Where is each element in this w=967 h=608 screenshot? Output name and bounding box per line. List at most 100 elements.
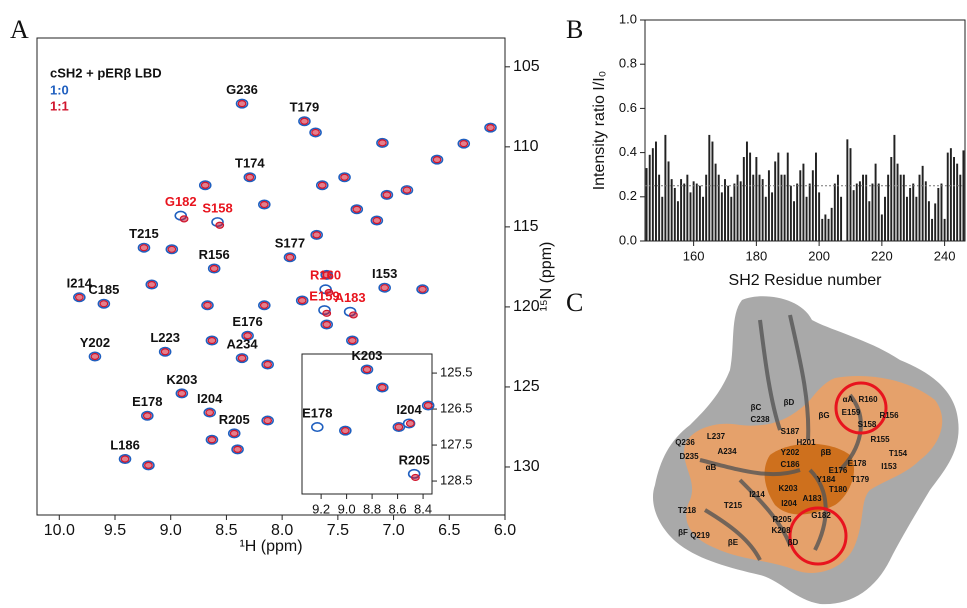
bar	[673, 187, 676, 241]
peak	[175, 388, 189, 399]
bar	[761, 179, 764, 241]
structure-label: T218	[678, 506, 697, 515]
structure-label: H201	[796, 438, 816, 447]
bar	[937, 187, 940, 241]
peak	[263, 416, 273, 425]
bar	[680, 179, 683, 241]
structure-label: G182	[811, 511, 831, 520]
bar	[705, 174, 708, 241]
structure-label: E176	[829, 466, 848, 475]
bar	[683, 183, 686, 241]
peak	[243, 172, 257, 183]
bar	[805, 196, 808, 241]
peak	[484, 122, 497, 133]
peak	[347, 336, 357, 345]
peak-label: I153	[372, 266, 397, 281]
structure-label: T154	[889, 449, 908, 458]
bar	[711, 141, 714, 241]
peak-label: I204	[396, 402, 422, 417]
peak	[207, 336, 217, 345]
bar	[890, 157, 893, 241]
peak	[147, 280, 157, 289]
x-axis-label: SH2 Residue number	[729, 272, 883, 289]
bar	[717, 174, 720, 241]
bar	[724, 179, 726, 241]
bar	[830, 207, 833, 241]
structure-label: T180	[829, 485, 848, 494]
peak	[215, 221, 225, 229]
bar	[868, 201, 871, 241]
bar	[692, 181, 695, 241]
peak	[378, 139, 387, 147]
peak-label: R205	[399, 452, 430, 467]
bar	[896, 163, 899, 241]
peak-label: G182	[165, 194, 197, 209]
peak-label: Y202	[80, 335, 110, 350]
bar	[767, 170, 770, 241]
bar	[714, 163, 717, 241]
structure-label: βF	[678, 528, 688, 537]
bar	[855, 183, 858, 241]
x-tick-label: 8.0	[271, 522, 293, 539]
x-tick-label: 6.5	[438, 522, 460, 539]
bar	[836, 174, 839, 241]
structure-label: S187	[781, 427, 800, 436]
bar	[758, 174, 761, 241]
bar	[695, 183, 698, 241]
peak	[322, 309, 332, 317]
structure-label: A183	[802, 494, 822, 503]
structure-label: K203	[778, 484, 798, 493]
peak	[317, 181, 327, 189]
panel-label: B	[566, 15, 583, 44]
peak	[167, 245, 177, 253]
bar	[648, 154, 651, 241]
peak	[158, 346, 172, 357]
structure-label: βD	[784, 398, 795, 407]
bar	[702, 196, 705, 241]
structure-label: C186	[780, 460, 800, 469]
bar	[899, 174, 902, 241]
y-tick-label: 126.5	[440, 401, 473, 416]
peak-label: E178	[132, 394, 162, 409]
bar	[742, 157, 745, 241]
y-tick-label: 125.5	[440, 365, 473, 380]
peak	[352, 205, 362, 213]
bar	[862, 174, 865, 241]
peak	[261, 359, 274, 370]
y-tick-label: 0.0	[619, 232, 637, 247]
structure-label: Q236	[675, 438, 695, 447]
bar	[959, 174, 962, 241]
peak	[259, 301, 269, 309]
structure-label: βC	[751, 403, 762, 412]
bar	[909, 187, 912, 241]
peak	[320, 319, 334, 330]
peak-label: I204	[197, 391, 223, 406]
peak	[201, 300, 214, 311]
bar	[884, 196, 886, 241]
peak-label: S158	[202, 201, 232, 216]
x-tick-label: 220	[871, 248, 893, 263]
peak	[311, 128, 320, 137]
peak-label: R205	[219, 412, 250, 427]
peak	[99, 300, 109, 308]
peak	[90, 352, 100, 361]
bar	[783, 174, 786, 241]
peak-label: T179	[290, 100, 320, 115]
peak-label: K203	[166, 372, 197, 387]
plot-frame	[36, 37, 506, 516]
peak-label: K203	[351, 348, 382, 363]
peak	[459, 140, 469, 148]
peak	[457, 138, 471, 149]
bar	[946, 152, 949, 241]
bar	[676, 201, 679, 241]
y-tick-label: 110	[513, 138, 539, 155]
peak	[258, 300, 271, 311]
bar	[931, 218, 934, 241]
bar	[924, 181, 927, 241]
bar	[956, 163, 959, 241]
peak	[207, 436, 217, 444]
peak	[203, 407, 217, 418]
peak	[177, 389, 187, 397]
bar	[708, 134, 711, 241]
bar	[865, 174, 868, 241]
